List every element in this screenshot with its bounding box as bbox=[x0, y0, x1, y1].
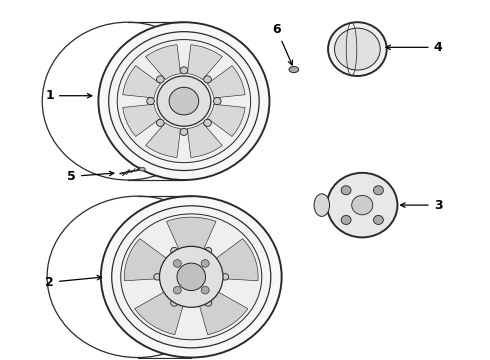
Polygon shape bbox=[123, 66, 161, 98]
Polygon shape bbox=[167, 217, 216, 253]
Ellipse shape bbox=[180, 67, 188, 74]
Ellipse shape bbox=[201, 286, 209, 294]
Polygon shape bbox=[124, 239, 169, 281]
Polygon shape bbox=[123, 104, 161, 136]
Polygon shape bbox=[207, 66, 245, 98]
Ellipse shape bbox=[335, 28, 380, 70]
Ellipse shape bbox=[156, 119, 164, 126]
Ellipse shape bbox=[204, 119, 211, 126]
Ellipse shape bbox=[352, 195, 373, 215]
Polygon shape bbox=[187, 123, 222, 158]
Text: 5: 5 bbox=[67, 170, 114, 183]
Polygon shape bbox=[146, 123, 180, 158]
Ellipse shape bbox=[109, 32, 259, 171]
Ellipse shape bbox=[173, 286, 181, 294]
Text: 3: 3 bbox=[401, 199, 442, 212]
Ellipse shape bbox=[171, 247, 178, 254]
Ellipse shape bbox=[112, 206, 271, 348]
Ellipse shape bbox=[341, 215, 351, 224]
Ellipse shape bbox=[157, 76, 211, 126]
Ellipse shape bbox=[147, 98, 154, 105]
Polygon shape bbox=[146, 45, 180, 80]
Text: 6: 6 bbox=[272, 23, 293, 65]
Ellipse shape bbox=[159, 246, 223, 307]
Ellipse shape bbox=[98, 22, 270, 180]
Ellipse shape bbox=[154, 274, 161, 280]
Polygon shape bbox=[187, 45, 222, 80]
Ellipse shape bbox=[117, 40, 250, 163]
Ellipse shape bbox=[204, 247, 212, 254]
Ellipse shape bbox=[327, 173, 397, 237]
Ellipse shape bbox=[169, 87, 199, 115]
Ellipse shape bbox=[289, 67, 299, 73]
Ellipse shape bbox=[373, 215, 383, 224]
Ellipse shape bbox=[121, 214, 262, 340]
Ellipse shape bbox=[101, 196, 282, 357]
Ellipse shape bbox=[173, 260, 181, 267]
Ellipse shape bbox=[204, 300, 212, 306]
Ellipse shape bbox=[214, 98, 221, 105]
Ellipse shape bbox=[341, 186, 351, 195]
Ellipse shape bbox=[177, 263, 205, 291]
Ellipse shape bbox=[180, 128, 188, 135]
Ellipse shape bbox=[373, 186, 383, 195]
Ellipse shape bbox=[171, 300, 178, 306]
Ellipse shape bbox=[156, 76, 164, 83]
Ellipse shape bbox=[201, 260, 209, 267]
Ellipse shape bbox=[314, 194, 330, 216]
Polygon shape bbox=[198, 291, 248, 335]
Text: 1: 1 bbox=[45, 89, 92, 102]
Ellipse shape bbox=[221, 274, 229, 280]
Polygon shape bbox=[207, 104, 245, 136]
Ellipse shape bbox=[140, 167, 146, 171]
Text: 2: 2 bbox=[45, 275, 101, 289]
Ellipse shape bbox=[328, 22, 387, 76]
Text: 4: 4 bbox=[386, 41, 442, 54]
Ellipse shape bbox=[204, 76, 211, 83]
Polygon shape bbox=[214, 239, 258, 281]
Polygon shape bbox=[135, 291, 184, 335]
